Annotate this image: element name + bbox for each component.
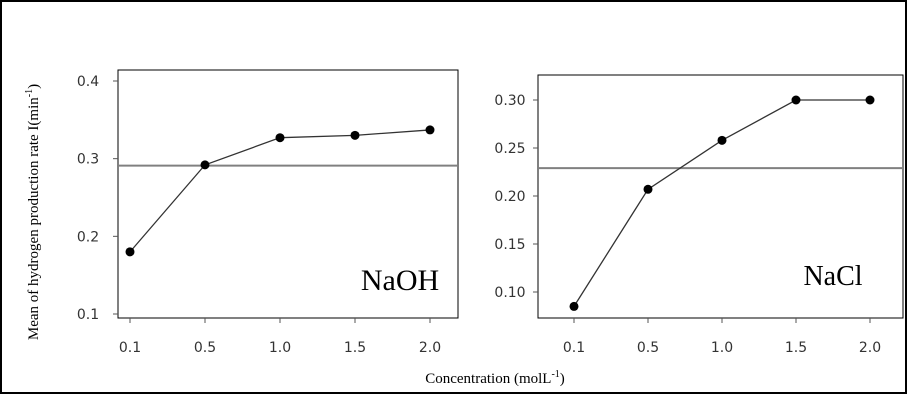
x-tick-label-naoh-1: 0.5 [194, 340, 216, 356]
x-axis-label: Concentration (molL-1) [425, 369, 565, 387]
y-tick-label-nacl-3: 0.25 [494, 141, 525, 157]
data-point-naoh-0 [125, 247, 135, 257]
plot-area-naoh [117, 69, 459, 319]
data-point-nacl-2 [717, 135, 727, 145]
y-tick-label-naoh-2: 0.3 [77, 152, 99, 168]
data-point-naoh-1 [200, 160, 210, 170]
data-point-nacl-1 [643, 184, 653, 194]
data-point-naoh-3 [350, 130, 360, 140]
data-point-nacl-3 [791, 95, 801, 105]
x-tick-label-naoh-4: 2.0 [419, 340, 441, 356]
y-axis-label-main: Mean of hydrogen production rate I(min [26, 97, 42, 340]
panel-label-nacl: NaCl [803, 261, 862, 292]
chart-panel-nacl: 0.10 0.15 0.20 0.25 0.30 0.1 0.5 1.0 1.5 2.0 NaCl [494, 74, 904, 356]
x-tick-label-nacl-2: 1.0 [711, 340, 733, 356]
y-tick-label-nacl-1: 0.15 [494, 237, 525, 253]
y-tick-label-naoh-1: 0.2 [77, 229, 99, 245]
y-axis-label-sup: -1 [24, 89, 35, 97]
x-axis-label-main: Concentration (molL [425, 371, 551, 387]
x-tick-label-nacl-4: 2.0 [859, 340, 881, 356]
chart-panel-naoh: 0.1 0.2 0.3 0.4 0.1 0.5 1.0 1.5 2.0 NaOH [77, 69, 459, 356]
x-axis-label-sup: -1 [551, 369, 559, 380]
x-tick-label-naoh-2: 1.0 [269, 340, 291, 356]
data-point-naoh-4 [425, 125, 435, 135]
y-tick-label-nacl-2: 0.20 [494, 189, 525, 205]
x-tick-label-nacl-3: 1.5 [785, 340, 807, 356]
x-tick-label-naoh-0: 0.1 [119, 340, 141, 356]
y-tick-label-naoh-3: 0.4 [77, 74, 99, 90]
y-tick-label-nacl-4: 0.30 [494, 93, 525, 109]
plot-area-nacl [537, 74, 904, 319]
data-point-nacl-0 [569, 301, 579, 311]
panel-label-naoh: NaOH [361, 264, 439, 297]
y-axis-label-close: ) [26, 84, 42, 89]
data-point-naoh-2 [275, 133, 285, 143]
x-tick-label-nacl-1: 0.5 [637, 340, 659, 356]
x-tick-label-nacl-0: 0.1 [563, 340, 585, 356]
data-point-nacl-4 [865, 95, 875, 105]
y-axis-label: Mean of hydrogen production rate I(min-1… [24, 84, 42, 340]
y-tick-label-naoh-0: 0.1 [77, 307, 99, 323]
y-tick-label-nacl-0: 0.10 [494, 285, 525, 301]
x-axis-label-close: ) [560, 371, 565, 387]
x-tick-label-naoh-3: 1.5 [344, 340, 366, 356]
